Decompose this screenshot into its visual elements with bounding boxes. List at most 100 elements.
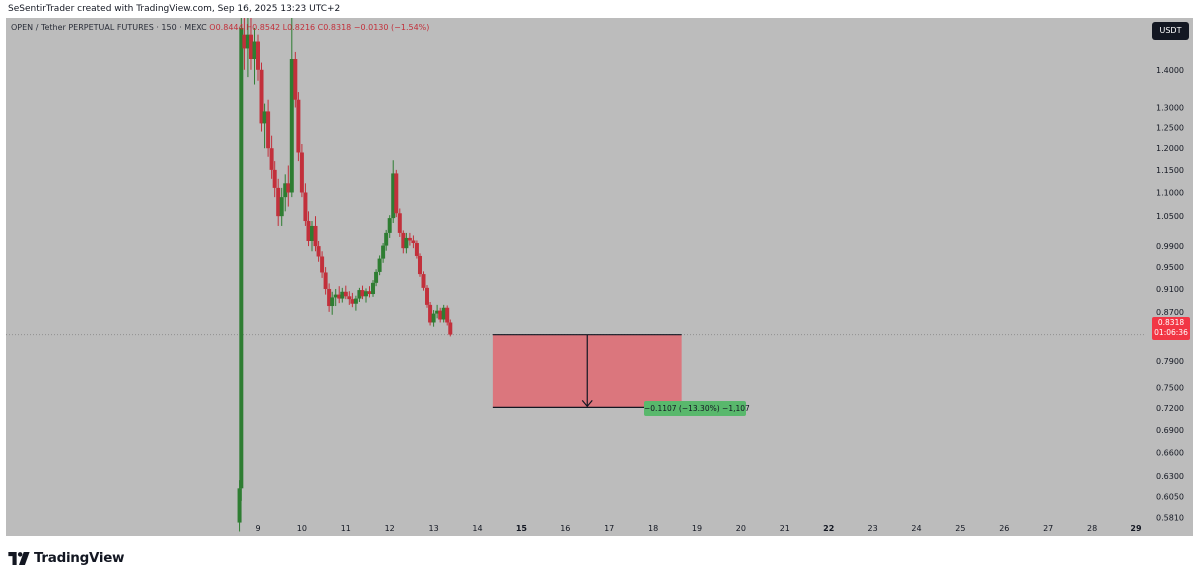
candle-body — [387, 218, 392, 233]
candle-body — [239, 27, 244, 489]
candle-body — [448, 322, 453, 335]
measure-tool[interactable] — [492, 334, 682, 408]
time-tick-label: 23 — [868, 524, 878, 533]
price-axis[interactable]: 1.4000 1.3000 1.2500 1.2000 1.1500 1.1000 1.05… — [1156, 66, 1184, 522]
candle-body — [256, 41, 260, 70]
candle-body — [309, 225, 314, 241]
candlestick-chart: 1.4000 1.3000 1.2500 1.2000 1.1500 1.1000 1.05… — [6, 18, 1184, 533]
candle-body — [296, 99, 301, 153]
currency-badge[interactable]: USDT — [1152, 22, 1189, 40]
last-price-badge: 0.8318 01:06:36 — [1152, 317, 1190, 340]
candle-body — [245, 34, 250, 49]
candle-body — [347, 296, 352, 300]
candle-body — [431, 313, 436, 323]
candle-body — [441, 307, 446, 320]
candle-body — [327, 288, 332, 307]
price-tick-label: 0.5810 — [1156, 513, 1184, 522]
time-tick-label: 12 — [385, 524, 395, 533]
candle-body — [357, 290, 362, 299]
chart-credit: SeSentirTrader created with TradingView.… — [8, 4, 341, 14]
price-tick-label: 1.3000 — [1156, 103, 1184, 112]
candle-body — [435, 310, 440, 314]
price-tick-label: 0.7900 — [1156, 357, 1184, 366]
candle-body — [397, 213, 402, 233]
price-tick-label: 1.1000 — [1156, 188, 1184, 197]
candle-body — [404, 237, 409, 249]
time-tick-label: 14 — [472, 524, 482, 533]
time-tick-label: 17 — [604, 524, 614, 533]
candle-body — [237, 488, 242, 523]
candle-body — [421, 274, 426, 288]
time-tick-label: 26 — [999, 524, 1009, 533]
candle-body — [371, 282, 376, 295]
time-tick-label: 9 — [255, 524, 260, 533]
price-tick-label: 0.9100 — [1156, 285, 1184, 294]
bar-countdown: 01:06:36 — [1154, 328, 1188, 337]
candle-body — [330, 297, 335, 307]
time-axis[interactable]: 9 10 11 12 13 14 15 16 17 18 19 20 21 22 23 24 25 26 27 28 2… — [255, 524, 1142, 533]
time-tick-label: 28 — [1087, 524, 1097, 533]
candle-body — [417, 255, 422, 275]
candle-body — [259, 69, 264, 124]
time-tick-label: 27 — [1043, 524, 1053, 533]
time-tick-label: 21 — [780, 524, 790, 533]
candle-body — [411, 240, 416, 244]
time-tick-label: 11 — [341, 524, 351, 533]
time-tick-label: 25 — [955, 524, 965, 533]
candle-body — [252, 41, 257, 59]
candle-body — [367, 291, 372, 295]
time-tick-label: 18 — [648, 524, 658, 533]
candle-body — [384, 232, 389, 246]
measure-label: −0.1107 (−13.30%) −1,107 — [644, 401, 750, 416]
candle-body — [272, 169, 277, 188]
price-tick-label: 0.6900 — [1156, 426, 1184, 435]
candle-body — [313, 225, 318, 247]
price-tick-label: 0.7200 — [1156, 404, 1184, 413]
candle-body — [401, 232, 406, 249]
candles-layer — [237, 18, 453, 532]
candle-body — [445, 307, 450, 323]
candle-body — [337, 294, 342, 299]
candle-body — [377, 258, 382, 272]
time-tick-label: 10 — [297, 524, 307, 533]
candle-body — [320, 256, 325, 273]
candle-body — [323, 272, 328, 289]
price-tick-label: 0.9900 — [1156, 242, 1184, 251]
price-tick-label: 1.2500 — [1156, 123, 1184, 132]
symbol-legend[interactable]: OPEN / Tether PERPETUAL FUTURES · 150 · … — [11, 22, 429, 33]
tradingview-brand[interactable]: TradingView — [8, 549, 125, 567]
candle-body — [293, 58, 298, 100]
symbol-title[interactable]: OPEN / Tether PERPETUAL FUTURES · 150 · … — [11, 23, 207, 32]
candle-body — [343, 291, 348, 297]
candle-body — [283, 183, 288, 198]
last-price-value: 0.8318 — [1157, 318, 1185, 327]
price-tick-label: 1.1500 — [1156, 166, 1184, 175]
price-tick-label: 1.0500 — [1156, 212, 1184, 221]
chart-area[interactable]: 1.4000 1.3000 1.2500 1.2000 1.1500 1.1000 1.05… — [6, 18, 1193, 536]
candle-body — [316, 246, 321, 257]
time-tick-label: 19 — [692, 524, 702, 533]
candle-body — [286, 183, 291, 193]
candle-body — [425, 287, 430, 305]
candle-body — [266, 111, 271, 149]
candle-body — [438, 310, 443, 320]
candle-body — [360, 290, 365, 297]
candle-body — [306, 221, 311, 241]
price-tick-label: 0.6600 — [1156, 448, 1184, 457]
candle-body — [269, 148, 274, 170]
time-tick-label: 20 — [736, 524, 746, 533]
measure-arrow-icon — [581, 399, 593, 408]
time-tick-label: 16 — [560, 524, 570, 533]
price-tick-label: 0.8700 — [1156, 308, 1184, 317]
price-tick-label: 1.2000 — [1156, 144, 1184, 153]
time-tick-label: 22 — [823, 524, 834, 533]
time-tick-label: 29 — [1130, 524, 1142, 533]
candle-body — [248, 34, 253, 59]
candle-body — [289, 58, 294, 193]
time-tick-label: 15 — [516, 524, 528, 533]
candle-body — [276, 187, 281, 217]
price-tick-label: 0.9500 — [1156, 263, 1184, 272]
candle-body — [381, 245, 386, 259]
candle-body — [428, 304, 433, 323]
tradingview-logo-icon — [8, 551, 30, 565]
